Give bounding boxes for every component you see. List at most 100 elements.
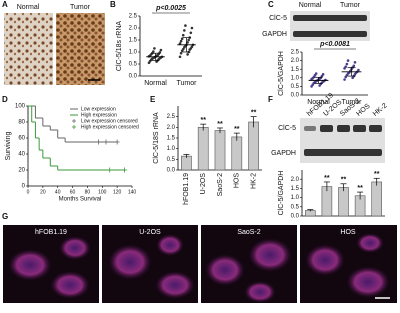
censor-mark [103, 139, 109, 145]
y-tick-label: 80 [18, 120, 25, 126]
data-point [152, 50, 155, 53]
significance-label: ** [234, 126, 240, 133]
x-tick-label: 140 [128, 189, 137, 195]
x-tick-label: Normal [144, 80, 167, 87]
image-label: Tumor [70, 4, 91, 11]
panel-letter: E [150, 95, 156, 104]
y-tick-label: 1.5 [291, 186, 300, 192]
fluorescence-images [3, 225, 397, 303]
y-tick-label: 2.0 [129, 26, 138, 32]
y-tick-label: 1.0 [291, 195, 300, 201]
y-tick-label: 2.5 [291, 50, 300, 56]
ihc-image [4, 13, 53, 85]
censor-mark [96, 139, 102, 145]
legend-label: Low expression [81, 106, 116, 112]
image-label: SaoS-2 [237, 229, 260, 236]
legend-label: Low expression censored [81, 118, 138, 124]
y-tick-label: 0.0 [129, 74, 138, 80]
data-point [179, 39, 183, 43]
legend-label: High expression [81, 112, 117, 118]
y-tick-label: 0.5 [167, 157, 176, 163]
bar [231, 136, 243, 171]
x-tick-label: 80 [85, 189, 91, 195]
bar [338, 187, 349, 217]
y-axis-label: Surviving [5, 132, 12, 161]
x-tick-label: Tumor [342, 99, 363, 106]
blot [300, 118, 385, 163]
x-tick-label: 100 [98, 189, 107, 195]
chart-title: p<0.0025 [155, 5, 186, 12]
x-tick-label: HOS [234, 173, 241, 189]
blot-column-label: Tumor [340, 2, 361, 9]
data-point [190, 26, 194, 30]
y-tick-label: 20 [18, 168, 25, 174]
blot-column-label: Normal [299, 2, 322, 9]
significance-label: ** [217, 121, 223, 128]
data-point [186, 53, 189, 56]
censor-mark [107, 167, 113, 173]
significance-label: ** [251, 110, 257, 117]
data-point [183, 29, 186, 32]
y-tick-label: 0.0 [291, 93, 300, 99]
x-tick-label: U-2OS [200, 173, 207, 195]
y-tick-label: 40 [18, 152, 25, 158]
x-tick-label: HK-2 [250, 173, 257, 189]
y-tick-label: 2.5 [167, 114, 176, 120]
ihc-image [56, 13, 105, 85]
y-tick-label: 0 [22, 184, 26, 190]
bar [371, 181, 382, 217]
blot-row-label: ClC-5 [278, 125, 296, 132]
y-tick-label: 0.5 [291, 84, 300, 90]
blot-bands [304, 125, 382, 156]
y-axis-label: ClC-5/18s rRNA [116, 21, 123, 72]
data-point [352, 64, 356, 68]
data-point [353, 61, 357, 64]
bar [214, 130, 226, 171]
y-axis-label: ClC-5/GAPDH [278, 51, 285, 96]
panel-letter: A [2, 0, 8, 9]
legend-swatch [72, 125, 76, 129]
y-tick-label: 0.0 [291, 214, 300, 220]
y-tick-label: 2.0 [291, 177, 300, 183]
data-point [178, 55, 182, 59]
data-point [321, 73, 325, 76]
data-point [189, 31, 193, 35]
data-point [153, 47, 156, 50]
significance-label: ** [324, 175, 330, 182]
y-tick-label: 1.5 [129, 38, 138, 44]
x-tick-label: hFOB1.19 [183, 173, 190, 205]
y-axis-label: ClC-5/18S rRNA [153, 112, 160, 164]
y-tick-label: 1.5 [167, 136, 176, 142]
data-point [179, 51, 183, 55]
x-tick-label: 60 [70, 189, 76, 195]
data-point [159, 48, 163, 52]
data-point [186, 41, 189, 44]
y-tick-label: 2.0 [167, 125, 176, 131]
x-tick-label: 20 [40, 189, 46, 195]
bar [197, 127, 209, 171]
chart-title: p<0.0081 [319, 41, 350, 48]
x-tick-label: 0 [27, 189, 30, 195]
y-tick-label: 100 [15, 104, 26, 110]
significance-label: ** [200, 117, 206, 124]
y-tick-label: 2.0 [291, 58, 300, 64]
significance-label: ** [357, 185, 363, 192]
data-point [190, 45, 194, 49]
data-point [181, 47, 185, 51]
legend-label: High expression censored [81, 124, 139, 130]
x-tick-label: Normal [307, 99, 330, 106]
y-tick-label: 2.5 [129, 14, 138, 20]
data-point [184, 24, 187, 27]
y-axis-label: ClC-5/GAPDH [278, 171, 285, 216]
image-label: HOS [340, 229, 356, 236]
image-label: Normal [17, 4, 40, 11]
data-point [178, 42, 182, 45]
panel-letter: B [110, 0, 116, 9]
data-point [314, 72, 318, 75]
panel-letter: D [2, 95, 8, 104]
data-point [181, 33, 185, 37]
blot-column-label: HK-2 [372, 102, 389, 118]
x-tick-label: SaoS-2 [217, 173, 224, 196]
significance-label: ** [341, 177, 347, 184]
